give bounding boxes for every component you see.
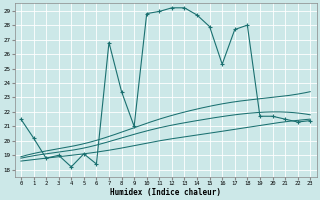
X-axis label: Humidex (Indice chaleur): Humidex (Indice chaleur) [110,188,221,197]
